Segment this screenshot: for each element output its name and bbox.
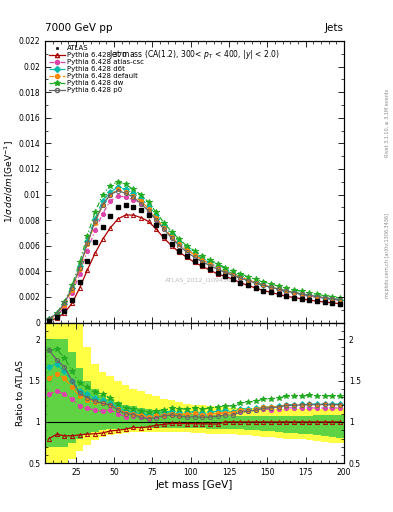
Text: Jet mass (CA(1.2), 300< $p_{\rm T}$ < 400, $|y|$ < 2.0): Jet mass (CA(1.2), 300< $p_{\rm T}$ < 40… <box>109 48 280 61</box>
Legend: ATLAS, Pythia 6.428 370, Pythia 6.428 atlas-csc, Pythia 6.428 d6t, Pythia 6.428 : ATLAS, Pythia 6.428 370, Pythia 6.428 at… <box>47 43 147 95</box>
Y-axis label: Ratio to ATLAS: Ratio to ATLAS <box>17 360 26 426</box>
Text: mcplots.cern.ch [arXiv:1306.3436]: mcplots.cern.ch [arXiv:1306.3436] <box>385 214 390 298</box>
Text: ATLAS_2012_I1094564: ATLAS_2012_I1094564 <box>165 278 236 283</box>
Y-axis label: $1/\sigma\,d\sigma/dm\,[\mathrm{GeV}^{-1}]$: $1/\sigma\,d\sigma/dm\,[\mathrm{GeV}^{-1… <box>2 140 16 223</box>
X-axis label: Jet mass [GeV]: Jet mass [GeV] <box>156 480 233 490</box>
Text: Jets: Jets <box>325 23 344 33</box>
Text: Rivet 3.1.10, ≥ 3.1M events: Rivet 3.1.10, ≥ 3.1M events <box>385 89 390 157</box>
Text: 7000 GeV pp: 7000 GeV pp <box>45 23 113 33</box>
